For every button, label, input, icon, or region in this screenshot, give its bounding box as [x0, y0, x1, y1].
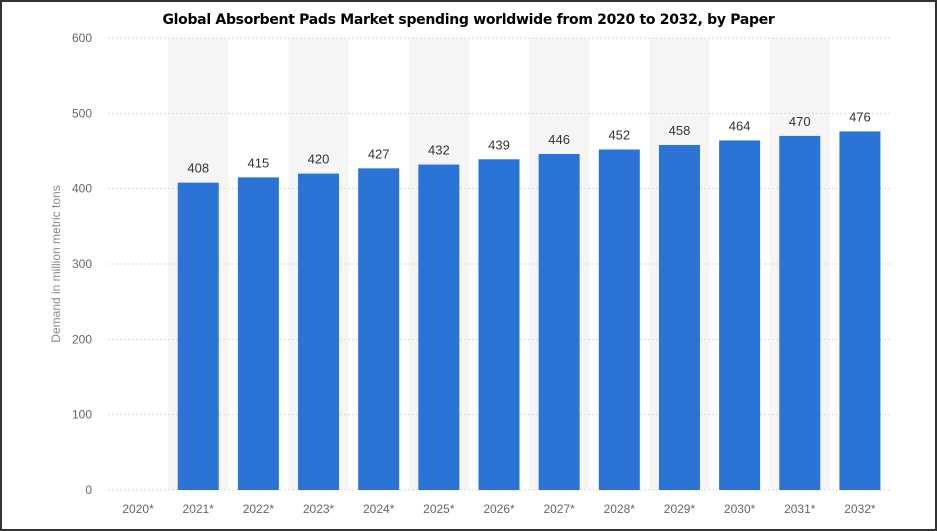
bar	[839, 131, 881, 490]
bar-value-label: 427	[368, 146, 390, 161]
x-tick-label: 2023*	[303, 502, 335, 516]
bar	[237, 177, 279, 490]
y-tick-label: 400	[72, 182, 92, 196]
bar	[358, 168, 400, 490]
bar	[538, 154, 580, 490]
bar-value-label: 408	[187, 161, 209, 176]
x-tick-label: 2028*	[604, 502, 636, 516]
y-tick-label: 300	[72, 257, 92, 271]
bars	[177, 131, 881, 490]
x-tick-label: 2025*	[423, 502, 455, 516]
bar-value-label: 439	[488, 137, 510, 152]
y-tick-label: 100	[72, 408, 92, 422]
x-tick-label: 2021*	[183, 502, 215, 516]
y-axis-title: Demand in million metric tons	[49, 185, 63, 342]
value-labels: 408 415 420 427 432 439 446 452 458 464 470 476	[187, 109, 870, 175]
x-tick-label: 2026*	[483, 502, 515, 516]
x-axis-ticks: 2020* 2021* 2022* 2023* 2024* 2025* 2026* 2027*…	[122, 502, 876, 516]
bar-value-label: 420	[308, 152, 330, 167]
x-tick-label: 2032*	[844, 502, 876, 516]
x-tick-label: 2031*	[784, 502, 816, 516]
bar-value-label: 464	[729, 118, 751, 133]
bar-value-label: 470	[789, 114, 811, 129]
bar	[658, 144, 700, 490]
bar-value-label: 452	[608, 127, 630, 142]
x-tick-label: 2022*	[243, 502, 275, 516]
chart-title: Global Absorbent Pads Market spending wo…	[162, 12, 775, 28]
y-axis-ticks: 0 100 200 300 400 500 600	[72, 31, 92, 497]
bar-value-label: 476	[849, 109, 871, 124]
bar	[298, 173, 340, 490]
x-tick-label: 2029*	[664, 502, 696, 516]
y-tick-label: 500	[72, 106, 92, 120]
bar-value-label: 458	[669, 123, 691, 138]
bar	[177, 182, 219, 490]
x-tick-label: 2024*	[363, 502, 395, 516]
x-tick-label: 2027*	[543, 502, 575, 516]
bar-value-label: 415	[248, 155, 270, 170]
y-tick-label: 600	[72, 31, 92, 45]
bar	[598, 149, 640, 490]
bar-value-label: 446	[548, 132, 570, 147]
y-tick-label: 200	[72, 332, 92, 346]
x-tick-label: 2020*	[122, 502, 154, 516]
bar	[478, 159, 520, 490]
bar-value-label: 432	[428, 143, 450, 158]
x-tick-label: 2030*	[724, 502, 756, 516]
y-tick-label: 0	[85, 483, 92, 497]
bar	[779, 135, 821, 490]
bar	[418, 164, 460, 490]
bar	[719, 140, 761, 490]
